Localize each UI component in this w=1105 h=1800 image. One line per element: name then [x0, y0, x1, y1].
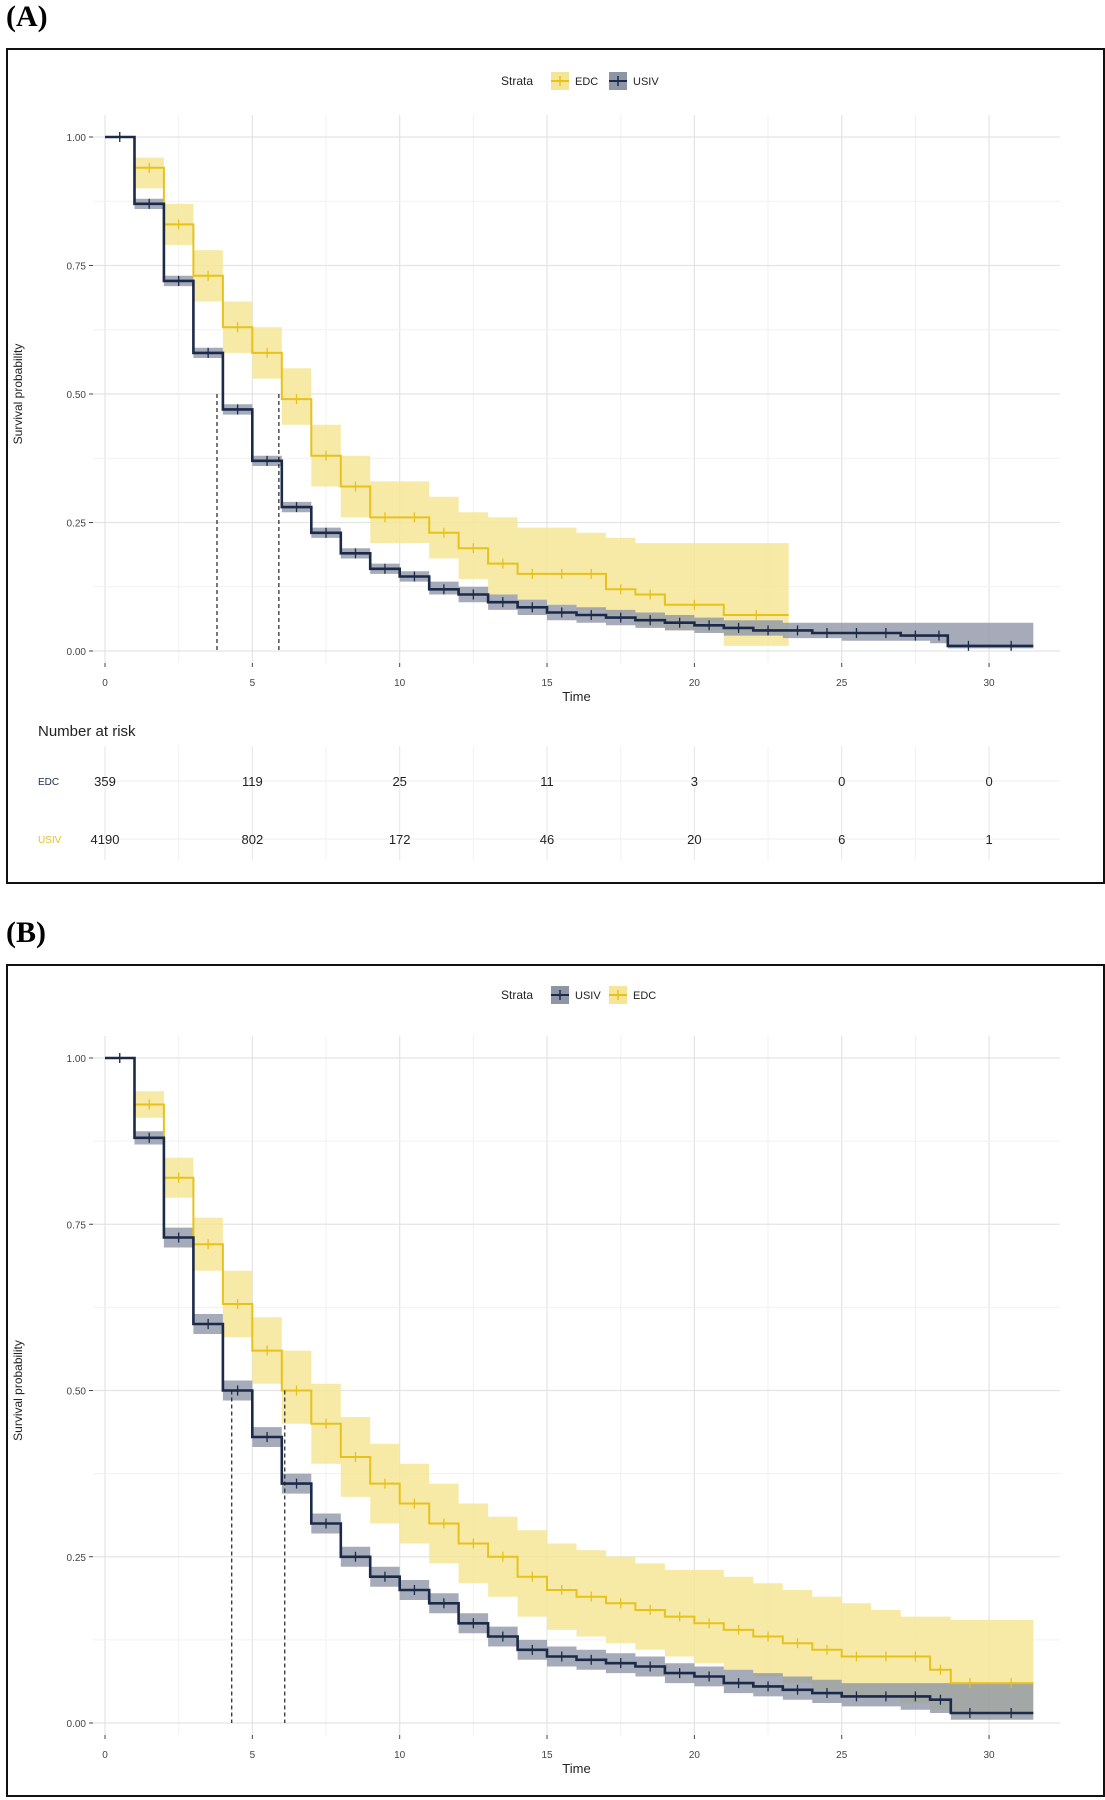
- risk-value: 172: [389, 832, 411, 847]
- x-tick-label: 30: [984, 1750, 996, 1761]
- confidence-band-edc: [105, 1058, 1034, 1717]
- y-axis-title: Survival probability: [11, 1340, 25, 1441]
- chart-frame-a: [6, 48, 1105, 884]
- y-tick-label: 1.00: [67, 133, 87, 144]
- y-tick-label: 0.75: [67, 262, 87, 273]
- legend-label-edc: EDC: [575, 76, 598, 88]
- legend-label-edc: EDC: [633, 990, 656, 1002]
- risk-value: 46: [540, 832, 554, 847]
- x-tick-label: 0: [102, 1750, 108, 1761]
- survival-line-usiv: [105, 1056, 1034, 1715]
- legend-label-usiv: USIV: [575, 990, 601, 1002]
- survival-line-usiv: [105, 135, 1034, 648]
- x-tick-label: 10: [394, 1750, 406, 1761]
- x-tick-label: 20: [689, 678, 701, 689]
- risk-value: 20: [687, 832, 701, 847]
- x-axis-title: Time: [562, 1761, 590, 1776]
- y-tick-label: 0.00: [67, 647, 87, 658]
- plot-area-b: 0.00 0.25 0.50 0.75 1.00 0 5 10 15 20 25 30 Time Surv…: [11, 986, 1060, 1776]
- x-tick-label: 0: [102, 678, 108, 689]
- survival-line-edc: [105, 1057, 1034, 1685]
- risk-value: 25: [392, 774, 406, 789]
- confidence-band-edc: [105, 137, 789, 646]
- x-tick-label: 25: [836, 1750, 848, 1761]
- risk-value: 0: [838, 774, 845, 789]
- risk-value: 0: [985, 774, 992, 789]
- risk-row-label: EDC: [38, 777, 59, 788]
- risk-value: 119: [242, 774, 263, 789]
- risk-value: 4190: [91, 832, 120, 847]
- legend-title: Strata: [501, 988, 533, 1002]
- panel-label-a: (A): [6, 0, 48, 33]
- y-tick-label: 0.25: [67, 1553, 87, 1564]
- y-tick-label: 0.00: [67, 1719, 87, 1730]
- risk-table-title: Number at risk: [38, 723, 136, 740]
- x-tick-label: 10: [394, 678, 406, 689]
- plot-area-a: 0.000.250.500.751.000 5 10 15 20 25 30TimeSurv…: [11, 72, 1060, 860]
- x-tick-label: 15: [541, 1750, 553, 1761]
- y-tick-label: 0.75: [67, 1220, 87, 1231]
- y-axis-title: Survival probability: [11, 344, 25, 445]
- legend-title: Strata: [501, 74, 533, 88]
- risk-value: 11: [540, 774, 554, 789]
- risk-value: 6: [838, 832, 845, 847]
- risk-value: 1: [985, 832, 992, 847]
- x-tick-label: 5: [250, 678, 256, 689]
- x-tick-label: 30: [984, 678, 996, 689]
- x-axis-title: Time: [562, 689, 590, 704]
- risk-value: 3: [691, 774, 698, 789]
- x-tick-label: 15: [541, 678, 553, 689]
- y-tick-label: 0.25: [67, 519, 87, 530]
- risk-value: 802: [241, 832, 263, 847]
- panel-label-b: (B): [6, 916, 46, 949]
- survival-line-edc: [105, 136, 789, 616]
- x-tick-label: 25: [836, 678, 848, 689]
- y-tick-label: 1.00: [67, 1054, 87, 1065]
- y-tick-label: 0.50: [67, 1387, 87, 1398]
- risk-value: 359: [94, 774, 116, 789]
- risk-row-label: USIV: [38, 835, 62, 846]
- y-tick-label: 0.50: [67, 390, 87, 401]
- x-tick-label: 20: [689, 1750, 701, 1761]
- legend-label-usiv: USIV: [633, 76, 659, 88]
- x-tick-label: 5: [250, 1750, 256, 1761]
- survival-chart-a: 0.000.250.500.751.000 5 10 15 20 25 30TimeSurv…: [11, 72, 1060, 860]
